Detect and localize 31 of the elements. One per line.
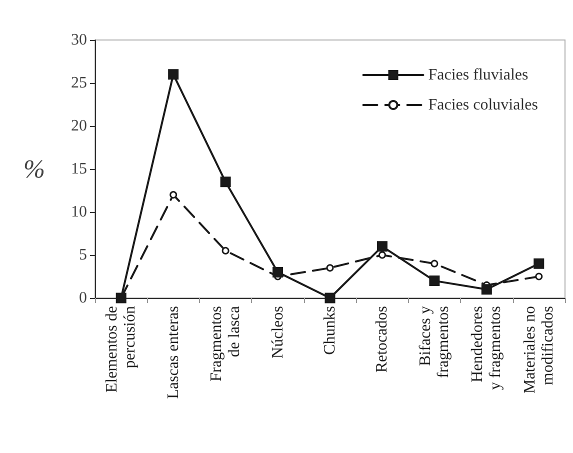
point <box>535 272 543 280</box>
y-tick-label: 5 <box>79 246 87 264</box>
point <box>324 292 336 304</box>
point <box>481 284 492 295</box>
y-tick-label: 20 <box>71 118 87 134</box>
point <box>430 260 438 268</box>
point <box>222 246 230 254</box>
point <box>168 69 179 80</box>
y-tick-label: 0 <box>79 290 87 306</box>
point <box>429 276 440 286</box>
y-tick-label: 25 <box>71 74 87 92</box>
legend-label: Facies coluviales <box>428 96 538 114</box>
legend-label: Facies fluviales <box>428 66 528 84</box>
x-tick-label: Lascas enteras <box>164 306 182 399</box>
y-axis-title: % <box>23 154 45 184</box>
x-tick-label: Chunks <box>322 306 338 355</box>
y-tick-label: 30 <box>71 32 87 48</box>
point <box>326 264 334 272</box>
x-tick-label: Núcleos <box>269 306 286 358</box>
point <box>220 176 231 188</box>
point <box>272 266 284 278</box>
x-tick-label: Fragmentos de lasca <box>208 306 244 382</box>
point <box>170 191 178 199</box>
point <box>378 251 386 259</box>
y-tick-label: 15 <box>71 160 87 178</box>
y-tick-label: 10 <box>71 204 87 220</box>
x-tick-label: Bifaces y fragmentos <box>416 306 452 378</box>
x-tick-label: Retocados <box>374 306 391 373</box>
point <box>376 241 388 252</box>
point <box>534 258 544 269</box>
x-tick-label: Elementos de percusión <box>104 306 139 393</box>
